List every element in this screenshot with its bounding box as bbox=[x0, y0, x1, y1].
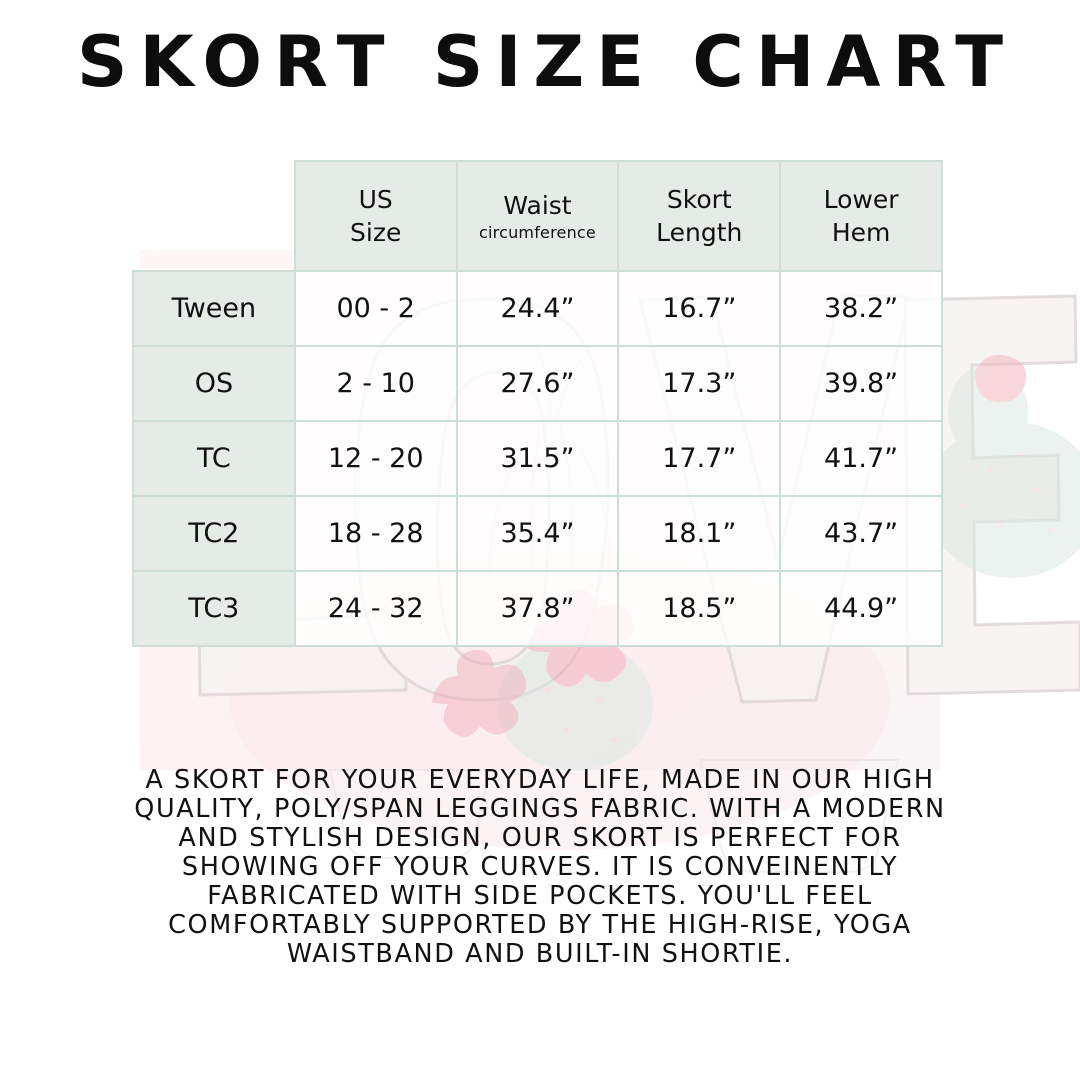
row-size-label: TC bbox=[132, 420, 296, 497]
table-row: TC3 24 - 32 37.8” 18.5” 44.9” bbox=[132, 570, 943, 647]
table-row: Tween 00 - 2 24.4” 16.7” 38.2” bbox=[132, 270, 943, 347]
cell-skort-length: 17.3” bbox=[617, 345, 782, 422]
cell-waist: 31.5” bbox=[455, 420, 620, 497]
header-skort-length-line1: Skort bbox=[666, 185, 732, 214]
size-chart-table: US Size Waist circumference Skort Length… bbox=[132, 160, 943, 647]
row-size-label: TC3 bbox=[132, 570, 296, 647]
header-waist-line1: Waist bbox=[503, 190, 572, 220]
header-us-size-line1: US bbox=[358, 185, 393, 214]
table-row: TC 12 - 20 31.5” 17.7” 41.7” bbox=[132, 420, 943, 497]
cell-waist: 24.4” bbox=[455, 270, 620, 347]
header-waist: Waist circumference bbox=[455, 160, 620, 272]
row-size-label: OS bbox=[132, 345, 296, 422]
header-waist-sub: circumference bbox=[479, 222, 596, 242]
row-size-label: TC2 bbox=[132, 495, 296, 572]
cell-waist: 35.4” bbox=[455, 495, 620, 572]
header-us-size: US Size bbox=[293, 160, 458, 272]
header-lower-hem-line2: Hem bbox=[831, 218, 891, 247]
cell-lower-hem: 43.7” bbox=[779, 495, 943, 572]
cell-us-size: 24 - 32 bbox=[293, 570, 458, 647]
header-us-size-line2: Size bbox=[350, 218, 402, 247]
header-skort-length: Skort Length bbox=[617, 160, 782, 272]
cell-us-size: 18 - 28 bbox=[293, 495, 458, 572]
table-header-row: US Size Waist circumference Skort Length… bbox=[133, 160, 943, 272]
cell-lower-hem: 39.8” bbox=[779, 345, 943, 422]
cell-waist: 37.8” bbox=[455, 570, 620, 647]
cell-us-size: 12 - 20 bbox=[293, 420, 458, 497]
page-title: SKORT SIZE CHART bbox=[77, 21, 1015, 103]
product-description: A SKORT FOR YOUR EVERYDAY LIFE, MADE IN … bbox=[134, 765, 946, 969]
cell-skort-length: 18.5” bbox=[617, 570, 782, 647]
table-row: OS 2 - 10 27.6” 17.3” 39.8” bbox=[132, 345, 943, 422]
cell-lower-hem: 41.7” bbox=[779, 420, 943, 497]
cell-us-size: 2 - 10 bbox=[293, 345, 458, 422]
cell-skort-length: 17.7” bbox=[617, 420, 782, 497]
table-row: TC2 18 - 28 35.4” 18.1” 43.7” bbox=[132, 495, 943, 572]
cell-waist: 27.6” bbox=[455, 345, 620, 422]
header-skort-length-line2: Length bbox=[656, 218, 743, 247]
cell-us-size: 00 - 2 bbox=[293, 270, 458, 347]
row-size-label: Tween bbox=[132, 270, 296, 347]
header-lower-hem-line1: Lower bbox=[823, 185, 899, 214]
header-corner-cell bbox=[133, 161, 295, 271]
header-lower-hem: Lower Hem bbox=[779, 160, 943, 272]
cell-skort-length: 16.7” bbox=[617, 270, 782, 347]
cell-lower-hem: 38.2” bbox=[779, 270, 943, 347]
cell-skort-length: 18.1” bbox=[617, 495, 782, 572]
cell-lower-hem: 44.9” bbox=[779, 570, 943, 647]
